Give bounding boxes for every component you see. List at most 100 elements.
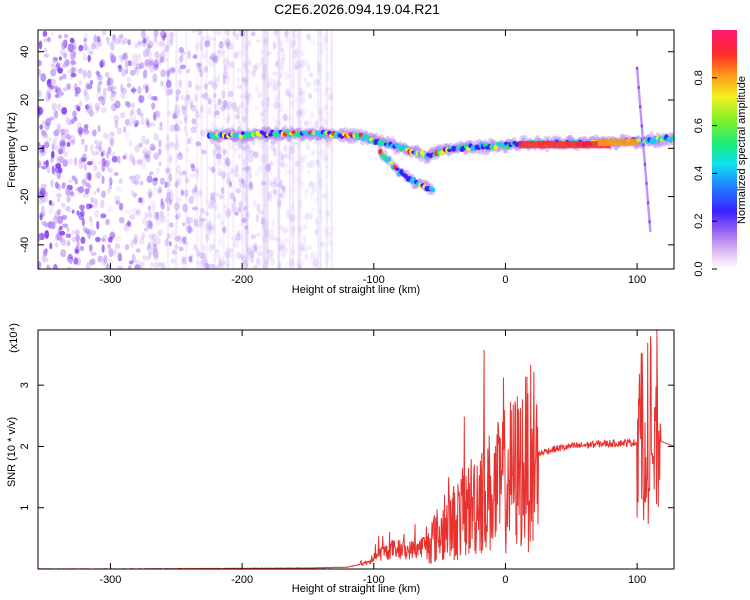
noise-blob: [304, 187, 309, 195]
noise-blob: [135, 208, 142, 217]
noise-blob: [290, 188, 296, 193]
noise-blob: [148, 250, 152, 259]
noise-blob: [166, 140, 173, 147]
noise-blob: [66, 83, 71, 90]
noise-blob: [323, 38, 329, 43]
noise-blob: [117, 265, 124, 269]
noise-blob: [238, 141, 243, 149]
noise-blob: [165, 181, 171, 188]
noise-blob: [84, 123, 89, 128]
noise-blob: [244, 225, 249, 230]
noise-blob: [272, 188, 278, 193]
noise-blob: [189, 162, 195, 169]
noise-blob: [314, 120, 319, 130]
noise-blob: [256, 142, 261, 148]
noise-blob: [82, 226, 87, 232]
noise-blob: [259, 154, 267, 164]
noise-blob: [130, 189, 135, 196]
noise-blob: [153, 184, 157, 193]
noise-blob: [182, 113, 189, 120]
noise-blob: [243, 140, 248, 150]
noise-blob: [147, 57, 154, 66]
noise-blob: [105, 263, 110, 269]
noise-blob: [113, 248, 117, 256]
noise-blob: [141, 232, 146, 240]
noise-streak: [297, 30, 300, 269]
noise-blob: [234, 211, 239, 216]
noise-blob: [322, 35, 329, 44]
noise-blob: [299, 95, 306, 105]
noise-blob: [53, 109, 59, 118]
noise-blob: [95, 105, 100, 113]
noise-blob: [260, 57, 264, 65]
noise-blob: [206, 35, 211, 43]
noise-blob: [104, 219, 110, 225]
noise-blob: [319, 124, 326, 132]
noise-blob: [282, 144, 288, 153]
noise-blob: [101, 30, 107, 36]
noise-blob: [298, 87, 304, 97]
noise-blob: [218, 41, 224, 47]
noise-blob: [164, 143, 171, 152]
noise-blob: [93, 40, 100, 50]
noise-blob: [51, 102, 57, 111]
noise-blob: [144, 138, 150, 146]
noise-streak: [206, 30, 209, 269]
noise-blob: [314, 216, 319, 225]
noise-streak: [330, 30, 333, 269]
snr-panel: -300 -200 -100 0 100 1 2 3 Height of straight l…: [6, 323, 675, 595]
noise-blob: [194, 43, 200, 51]
noise-blob: [318, 116, 325, 122]
noise-blob: [149, 122, 156, 128]
noise-blob: [297, 251, 302, 258]
noise-blob: [95, 144, 101, 150]
noise-blob: [250, 244, 255, 254]
noise-blob: [257, 165, 264, 172]
noise-blob: [164, 197, 169, 203]
noise-blob: [289, 217, 294, 224]
noise-blob: [70, 191, 75, 197]
noise-blob: [309, 160, 315, 169]
noise-blob: [148, 220, 154, 230]
noise-blob: [50, 68, 57, 77]
noise-blob: [197, 223, 202, 229]
noise-blob: [302, 233, 306, 242]
noise-blob: [154, 51, 160, 59]
noise-blob: [291, 30, 297, 36]
noise-blob: [219, 261, 224, 269]
noise-blob: [137, 94, 143, 104]
noise-blob: [294, 97, 300, 104]
noise-blob: [67, 158, 74, 165]
noise-blob: [258, 137, 265, 144]
snr-line: [38, 330, 674, 569]
noise-blob: [317, 78, 321, 86]
noise-blob: [133, 236, 138, 245]
noise-blob: [240, 30, 246, 38]
noise-blob: [188, 97, 194, 106]
noise-blob: [169, 86, 174, 95]
noise-blob: [266, 96, 270, 103]
noise-blob: [307, 34, 313, 43]
noise-blob: [208, 225, 215, 231]
noise-blob: [287, 147, 293, 157]
noise-blob: [158, 161, 162, 167]
noise-blob: [260, 217, 266, 225]
noise-blob: [292, 50, 298, 60]
noise-blob: [51, 59, 56, 67]
noise-blob: [78, 79, 82, 86]
noise-blob: [66, 226, 70, 232]
noise-blob: [300, 50, 305, 57]
noise-blob: [173, 110, 177, 116]
colorbar-tick-label: 0.6: [693, 118, 705, 133]
figure-title: C2E6.2026.094.19.04.R21: [274, 1, 440, 17]
noise-blob: [152, 205, 156, 212]
noise-blob: [271, 189, 278, 194]
noise-blob: [271, 219, 276, 228]
noise-blob: [66, 266, 72, 269]
noise-blob: [147, 211, 152, 218]
noise-blob: [105, 218, 110, 226]
noise-blob: [93, 198, 98, 205]
noise-blob: [105, 36, 110, 42]
noise-blob: [279, 259, 284, 267]
noise-blob: [153, 59, 159, 69]
